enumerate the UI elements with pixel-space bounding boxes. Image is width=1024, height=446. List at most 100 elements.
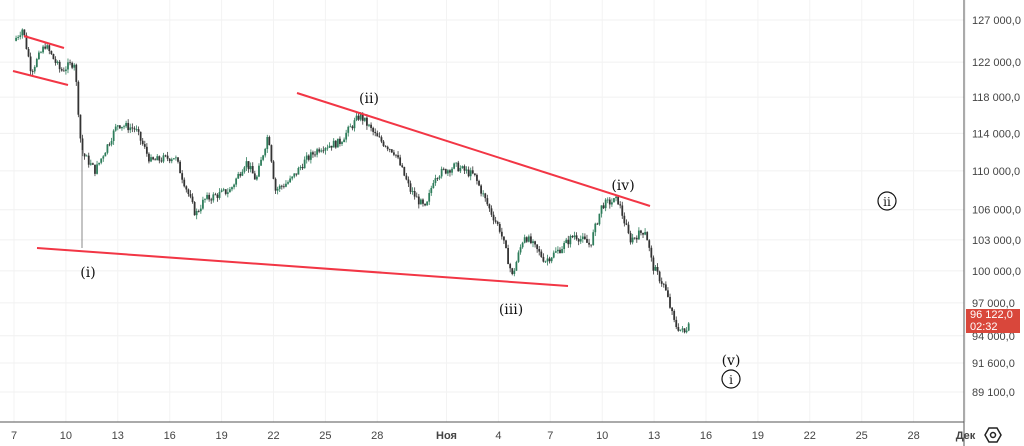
channel-lower-line[interactable] [12, 70, 69, 86]
candle-body [56, 61, 59, 63]
candle-body [610, 202, 613, 205]
candle-body [260, 159, 262, 166]
candle-body [388, 149, 391, 150]
wedge-upper-line[interactable] [296, 92, 651, 207]
candle-body [168, 158, 171, 162]
candle-body [282, 186, 285, 188]
candle-body [652, 257, 655, 271]
candle-body [326, 147, 329, 149]
candle-body [152, 157, 154, 160]
candle-body [175, 157, 177, 159]
y-tick-label: 103 000,0 [972, 235, 1021, 247]
candle-body [565, 239, 568, 243]
candle-body [606, 199, 609, 201]
settings-gear-icon[interactable] [984, 426, 1002, 444]
candle-body [98, 162, 101, 165]
price-axis[interactable]: 127 000,0 122 000,0 118 000,0 114 000,0 110 … [972, 15, 1021, 399]
candle-body [471, 170, 474, 174]
candle-body [25, 35, 28, 50]
x-tick-label: 13 [648, 430, 660, 442]
candle-body [343, 139, 345, 143]
candle-body [336, 138, 339, 148]
y-tick-label: 91 600,0 [972, 358, 1015, 370]
candle-body [440, 168, 443, 177]
candle-body [685, 330, 688, 333]
candle-body [413, 191, 416, 197]
candle-body [567, 239, 570, 245]
candle-body [442, 168, 445, 170]
candle-body [44, 46, 47, 49]
candle-body [67, 62, 69, 70]
candle-body [658, 271, 661, 282]
candle-body [85, 155, 88, 157]
candle-body [102, 156, 105, 159]
candle-body [409, 183, 412, 192]
candle-body [268, 137, 271, 146]
candle-body [241, 171, 244, 176]
candle-body [444, 169, 447, 174]
candle-body [615, 196, 617, 199]
candle-body [393, 152, 395, 155]
wave-label-iv: (iv) [611, 178, 634, 194]
candle-body [600, 205, 603, 214]
candle-body [278, 185, 281, 189]
candle-body [372, 127, 375, 132]
candle-body [197, 211, 200, 212]
x-tick-label: 25 [856, 430, 868, 442]
candle-body [366, 117, 368, 126]
candle-body [648, 240, 651, 248]
candle-body [631, 237, 634, 243]
candle-body [162, 155, 165, 162]
trendlines[interactable] [12, 35, 651, 287]
candle-body [334, 140, 337, 148]
candle-body [368, 124, 370, 126]
candle-body [285, 183, 287, 187]
candle-body [407, 179, 410, 184]
candle-body [644, 232, 647, 235]
candle-body [635, 237, 638, 240]
candle-body [229, 189, 231, 193]
candle-body [542, 256, 545, 262]
candle-body [170, 159, 173, 162]
candle-body [177, 157, 179, 162]
candle-body [374, 131, 377, 134]
candle-body [465, 169, 468, 171]
candle-body [546, 258, 549, 262]
candle-body [295, 173, 298, 175]
candle-body [625, 223, 628, 225]
candle-body [218, 191, 221, 198]
candle-body [662, 283, 665, 285]
candle-body [382, 141, 385, 146]
candle-body [345, 132, 348, 140]
candle-body [370, 124, 372, 128]
candle-body [160, 160, 163, 162]
time-axis[interactable]: 7 10 13 16 19 22 25 28 Ноя 4 7 10 13 16 19 22 25 28 Дек [11, 430, 976, 442]
candle-body [563, 242, 566, 250]
x-tick-label: 28 [907, 430, 919, 442]
candle-body [359, 113, 362, 120]
candle-body [154, 159, 157, 161]
candle-body [646, 232, 649, 241]
candle-body [677, 327, 680, 331]
x-tick-label: 19 [215, 430, 227, 442]
candle-body [274, 178, 277, 191]
candle-body [397, 155, 399, 158]
candle-body [478, 180, 480, 186]
candle-body [108, 144, 111, 146]
candle-body [65, 69, 67, 72]
candle-body [490, 208, 493, 215]
candle-body [451, 168, 453, 173]
candle-body [38, 52, 40, 59]
candle-body [17, 36, 20, 38]
candle-body [247, 161, 250, 170]
candle-body [58, 61, 61, 70]
candle-body [534, 241, 536, 245]
x-tick-label: 10 [60, 430, 72, 442]
candle-body [291, 176, 294, 179]
candle-body [110, 141, 113, 145]
wedge-lower-line[interactable] [36, 247, 569, 287]
candle-body [573, 235, 576, 238]
channel-upper-line[interactable] [23, 35, 65, 49]
candle-body [571, 236, 574, 238]
